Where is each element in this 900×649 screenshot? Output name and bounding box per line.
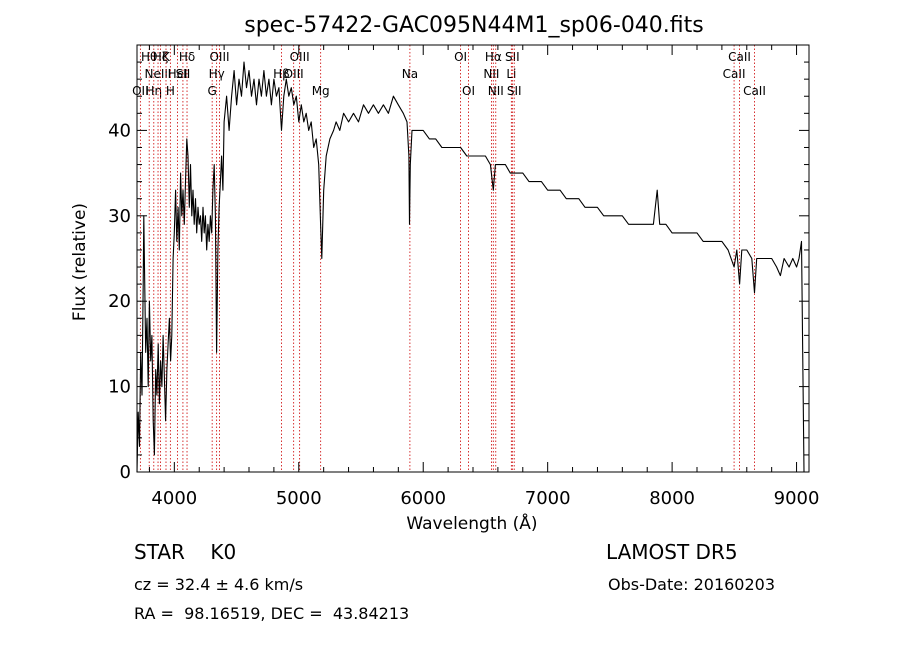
x-tick-label: 6000 bbox=[400, 488, 446, 509]
y-tick-label: 20 bbox=[108, 291, 131, 312]
spectral-line-label: OIII bbox=[284, 67, 304, 81]
spectral-line-label: OII bbox=[132, 84, 149, 98]
axes-layer bbox=[136, 44, 810, 473]
x-tick-label: 5000 bbox=[276, 488, 322, 509]
spectral-line-label: Hθ bbox=[141, 50, 157, 64]
y-tick-label: 0 bbox=[120, 462, 131, 483]
spectral-line-label: CaII bbox=[728, 50, 751, 64]
obs-date-label: Obs-Date: 20160203 bbox=[608, 575, 776, 594]
x-ticks: 4000 5000 6000 7000 8000 9000 bbox=[148, 45, 820, 509]
x-tick-label: 4000 bbox=[151, 488, 197, 509]
spectral-line-label: OI bbox=[462, 84, 475, 98]
spectral-lines-layer: OIIHθHηNeIIIHζKHHeISIIHδGHγOIIIHβOIIIOII… bbox=[132, 45, 766, 472]
y-axis-label: Flux (relative) bbox=[70, 203, 90, 321]
x-tick-label: 8000 bbox=[649, 488, 695, 509]
spectral-line-label: Hβ bbox=[273, 67, 290, 81]
spectral-line-label: K bbox=[162, 50, 171, 64]
spectral-line-label: Hη bbox=[145, 84, 162, 98]
spectral-line-label: OIII bbox=[209, 50, 229, 64]
spectral-line-label: Hγ bbox=[209, 67, 225, 81]
spectral-line-label: Hα bbox=[485, 50, 502, 64]
spectral-line-label: Mg bbox=[312, 84, 330, 98]
spectrum-series-line bbox=[136, 61, 805, 473]
y-tick-label: 40 bbox=[108, 120, 131, 141]
survey-label: LAMOST DR5 bbox=[606, 540, 738, 564]
spectral-line-label: SII bbox=[507, 84, 522, 98]
spectral-line-label: Hζ bbox=[153, 50, 169, 64]
y-ticks: 0 10 20 30 40 bbox=[108, 61, 809, 483]
y-tick-label: 10 bbox=[108, 377, 131, 398]
spectral-line-label: Hδ bbox=[179, 50, 195, 64]
spectral-line-label: OIII bbox=[290, 50, 310, 64]
spectral-line-label: NII bbox=[488, 84, 504, 98]
spectral-line-label: NII bbox=[483, 67, 499, 81]
x-tick-label: 7000 bbox=[525, 488, 571, 509]
y-tick-label: 30 bbox=[108, 206, 131, 227]
x-tick-label: 9000 bbox=[774, 488, 820, 509]
spectral-line-label: SII bbox=[505, 50, 520, 64]
spectral-line-label: Na bbox=[402, 67, 418, 81]
spectral-line-label: G bbox=[208, 84, 217, 98]
spectral-line-label: Li bbox=[506, 67, 516, 81]
plot-frame bbox=[136, 44, 810, 473]
star-class-label: STAR K0 bbox=[134, 540, 237, 564]
redshift-label: cz = 32.4 ± 4.6 km/s bbox=[134, 575, 304, 594]
spectral-line-label: OI bbox=[454, 50, 467, 64]
spectral-line-label: CaII bbox=[723, 67, 746, 81]
coordinates-label: RA = 98.16519, DEC = 43.84213 bbox=[134, 604, 410, 623]
spectral-line-label: H bbox=[166, 84, 175, 98]
spectral-line-label: CaII bbox=[743, 84, 766, 98]
spectral-line-label: SII bbox=[176, 67, 191, 81]
chart-title: spec-57422-GAC095N44M1_sp06-040.fits bbox=[244, 13, 704, 38]
spectrum-layer bbox=[136, 61, 805, 473]
x-axis-label: Wavelength (Å) bbox=[406, 512, 537, 534]
spectral-line-label: NeIII bbox=[145, 67, 172, 81]
